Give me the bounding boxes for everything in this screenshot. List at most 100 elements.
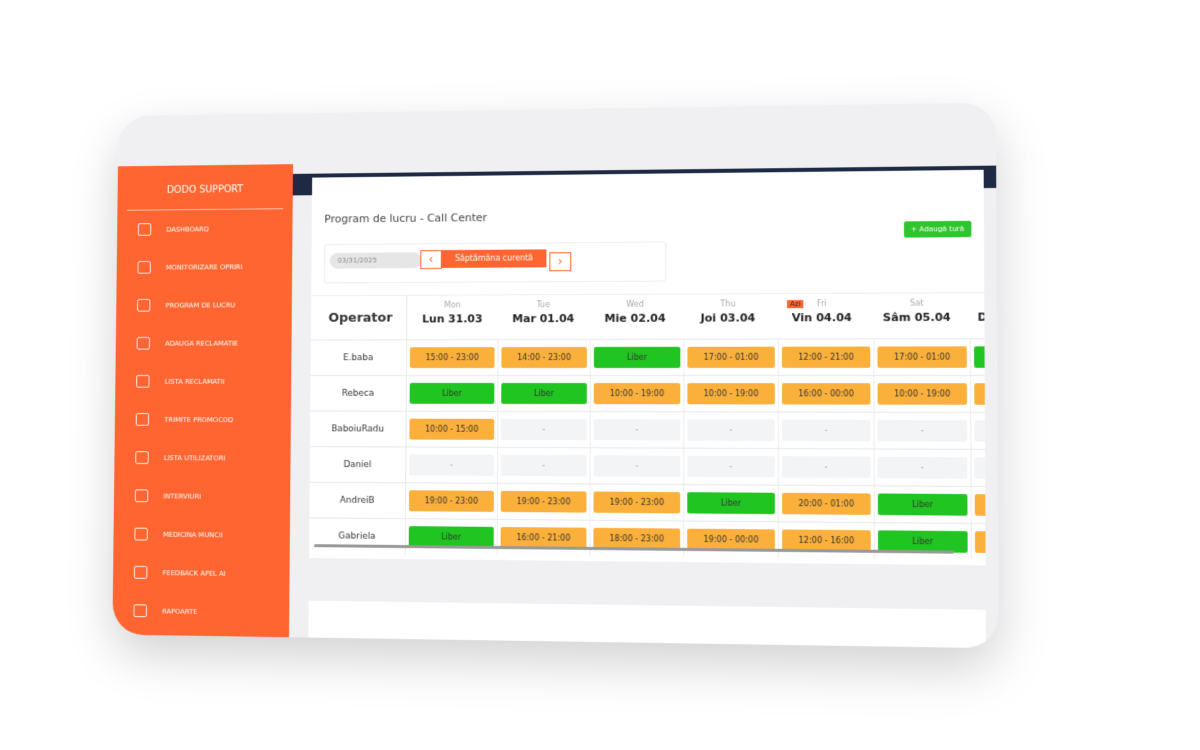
day-label: Joi 03.04 <box>700 311 756 325</box>
day-label: Mar 01.04 <box>512 312 575 326</box>
shift[interactable]: - <box>877 419 968 442</box>
shift[interactable]: 10:00 - 19:00 <box>974 383 986 405</box>
current-week-button[interactable]: Săptămâna curentă <box>441 249 547 268</box>
menu-label: ADAUGA RECLAMATIE <box>165 339 239 348</box>
shift[interactable]: 12:00 - 21:00 <box>781 346 871 368</box>
day-cell: 17:00 - 22:00 <box>971 523 986 561</box>
day-header: Mon Lun 31.03 <box>407 295 498 339</box>
day-short: Thu <box>720 299 736 309</box>
day-short: Mon <box>444 300 461 310</box>
day-cell: - <box>778 449 875 486</box>
day-short: Sun <box>964 298 985 308</box>
day-cell: 17:00 - 01:00 <box>684 339 779 376</box>
schedule-panel: Program de lucru - Call Center + Adaugă … <box>309 169 986 566</box>
shift[interactable]: 16:00 - 00:00 <box>781 383 871 405</box>
day-cell: Liber <box>405 519 498 556</box>
prev-week[interactable]: ‹ <box>420 250 442 270</box>
day-cell: 19:00 - 23:00 <box>590 484 685 521</box>
day-cell: 20:00 - 01:00 <box>778 485 875 523</box>
shift[interactable]: 10:00 - 19:00 <box>877 383 968 405</box>
shift[interactable]: Liber <box>409 382 495 404</box>
shift[interactable]: 19:00 - 23:00 <box>593 491 681 514</box>
shift[interactable]: - <box>687 419 775 441</box>
menu-item[interactable]: TRIMITE PROMOCOD <box>115 400 291 439</box>
day-cell: 16:00 - 21:00 <box>497 519 591 557</box>
shift[interactable]: 15:00 - 23:00 <box>409 347 495 369</box>
shift[interactable]: 19:00 - 23:00 <box>974 494 986 517</box>
menu-item[interactable]: MEDICINA MUNCII <box>113 515 290 555</box>
menu-item[interactable]: DASHBOARD <box>117 209 293 248</box>
shift[interactable]: - <box>782 456 871 479</box>
day-cell: 16:00 - 00:00 <box>778 376 875 412</box>
shift[interactable]: 14:00 - 23:00 <box>501 346 587 369</box>
shift[interactable]: - <box>500 454 587 477</box>
menu-item[interactable]: INTERVIURI <box>114 477 291 517</box>
menu-item[interactable]: RAPOARTE <box>112 591 289 632</box>
day-cell: 10:00 - 15:00 <box>406 411 499 447</box>
menu-item[interactable]: LISTA RECLAMATII <box>115 362 291 400</box>
shift[interactable]: 17:00 - 01:00 <box>687 346 775 368</box>
shift[interactable]: Liber <box>593 346 681 368</box>
day-cell: - <box>684 412 779 449</box>
shift[interactable]: 19:00 - 23:00 <box>500 490 587 513</box>
operator-header: Operator <box>310 295 408 340</box>
shift[interactable]: 17:00 - 22:00 <box>974 531 986 554</box>
shift[interactable]: 20:00 - 01:00 <box>782 492 871 515</box>
shift[interactable]: 10:00 - 19:00 <box>593 383 681 405</box>
day-cell: 10:00 - 19:00 <box>971 376 986 413</box>
day-cell: Liber <box>874 486 972 523</box>
menu-item[interactable]: FEEDBACK APEL AI <box>113 553 290 594</box>
schedule-row: Rebeca Liber Liber 10:00 - 19:00 10:00 - 19:… <box>310 375 986 413</box>
shift[interactable]: 10:00 - 15:00 <box>409 418 495 440</box>
menu-item[interactable]: ADAUGA RECLAMATIE <box>116 324 292 362</box>
shift[interactable]: Liber <box>877 493 968 516</box>
day-cell: - <box>406 447 499 483</box>
schedule-row: E.baba 15:00 - 23:00 14:00 - 23:00 Liber 17:… <box>310 339 986 377</box>
day-cell: - <box>971 449 986 487</box>
day-header: Sun Dum 06.04 <box>964 293 986 338</box>
operator-name: BaboiuRadu <box>309 411 407 447</box>
menu-item[interactable]: MONITORIZARE OPRIRI <box>117 247 293 286</box>
operator-name: Rebeca <box>310 375 407 411</box>
today-badge: Azi <box>786 300 804 309</box>
shift[interactable]: - <box>781 419 871 442</box>
day-cell: - <box>971 412 986 450</box>
day-cell: Liber <box>590 339 685 376</box>
shift[interactable]: - <box>974 420 986 443</box>
shift[interactable]: 17:00 - 01:00 <box>877 346 967 368</box>
operator-name: AndreiB <box>309 482 407 519</box>
day-label: Sâm 05.04 <box>882 310 951 325</box>
day-header: Wed Mie 02.04 <box>589 295 681 339</box>
day-cell: 14:00 - 23:00 <box>498 339 591 376</box>
shift[interactable]: - <box>593 419 681 441</box>
menu-icon <box>137 260 151 274</box>
menu-item[interactable]: PROGRAM DE LUCRU <box>116 286 292 325</box>
operator-name: Gabriela <box>309 518 406 555</box>
day-cell: 19:00 - 00:00 <box>684 521 780 559</box>
next-week[interactable]: › <box>549 252 572 272</box>
menu-label: FEEDBACK APEL AI <box>162 568 226 578</box>
shift[interactable]: - <box>687 455 775 478</box>
menu-icon <box>133 604 147 618</box>
shift[interactable]: 19:00 - 23:00 <box>408 490 494 512</box>
shift[interactable]: - <box>974 457 986 480</box>
shift[interactable]: 10:00 - 19:00 <box>687 383 775 405</box>
date-input[interactable]: 03/31/2025 <box>329 252 422 269</box>
menu-item[interactable]: LISTA UTILIZATORI <box>114 438 290 477</box>
menu-icon <box>137 223 152 236</box>
menu-label: TRIMITE PROMOCOD <box>164 415 234 424</box>
shift[interactable]: Liber <box>687 492 775 515</box>
shift[interactable]: Liber <box>501 382 587 405</box>
add-shift-button[interactable]: + Adaugă tură <box>903 220 972 238</box>
schedule-row: Daniel------- <box>309 447 986 488</box>
shift[interactable]: - <box>877 456 968 479</box>
menu-label: MONITORIZARE OPRIRI <box>165 262 243 272</box>
operator-name: E.baba <box>310 340 408 375</box>
shift[interactable]: - <box>593 455 681 477</box>
shift[interactable]: Liber <box>974 346 986 368</box>
shift[interactable]: - <box>501 418 587 441</box>
shift[interactable]: - <box>409 454 495 476</box>
day-cell: 18:00 - 23:00 <box>590 520 685 558</box>
day-header: Sat Sâm 05.04 <box>869 293 965 338</box>
